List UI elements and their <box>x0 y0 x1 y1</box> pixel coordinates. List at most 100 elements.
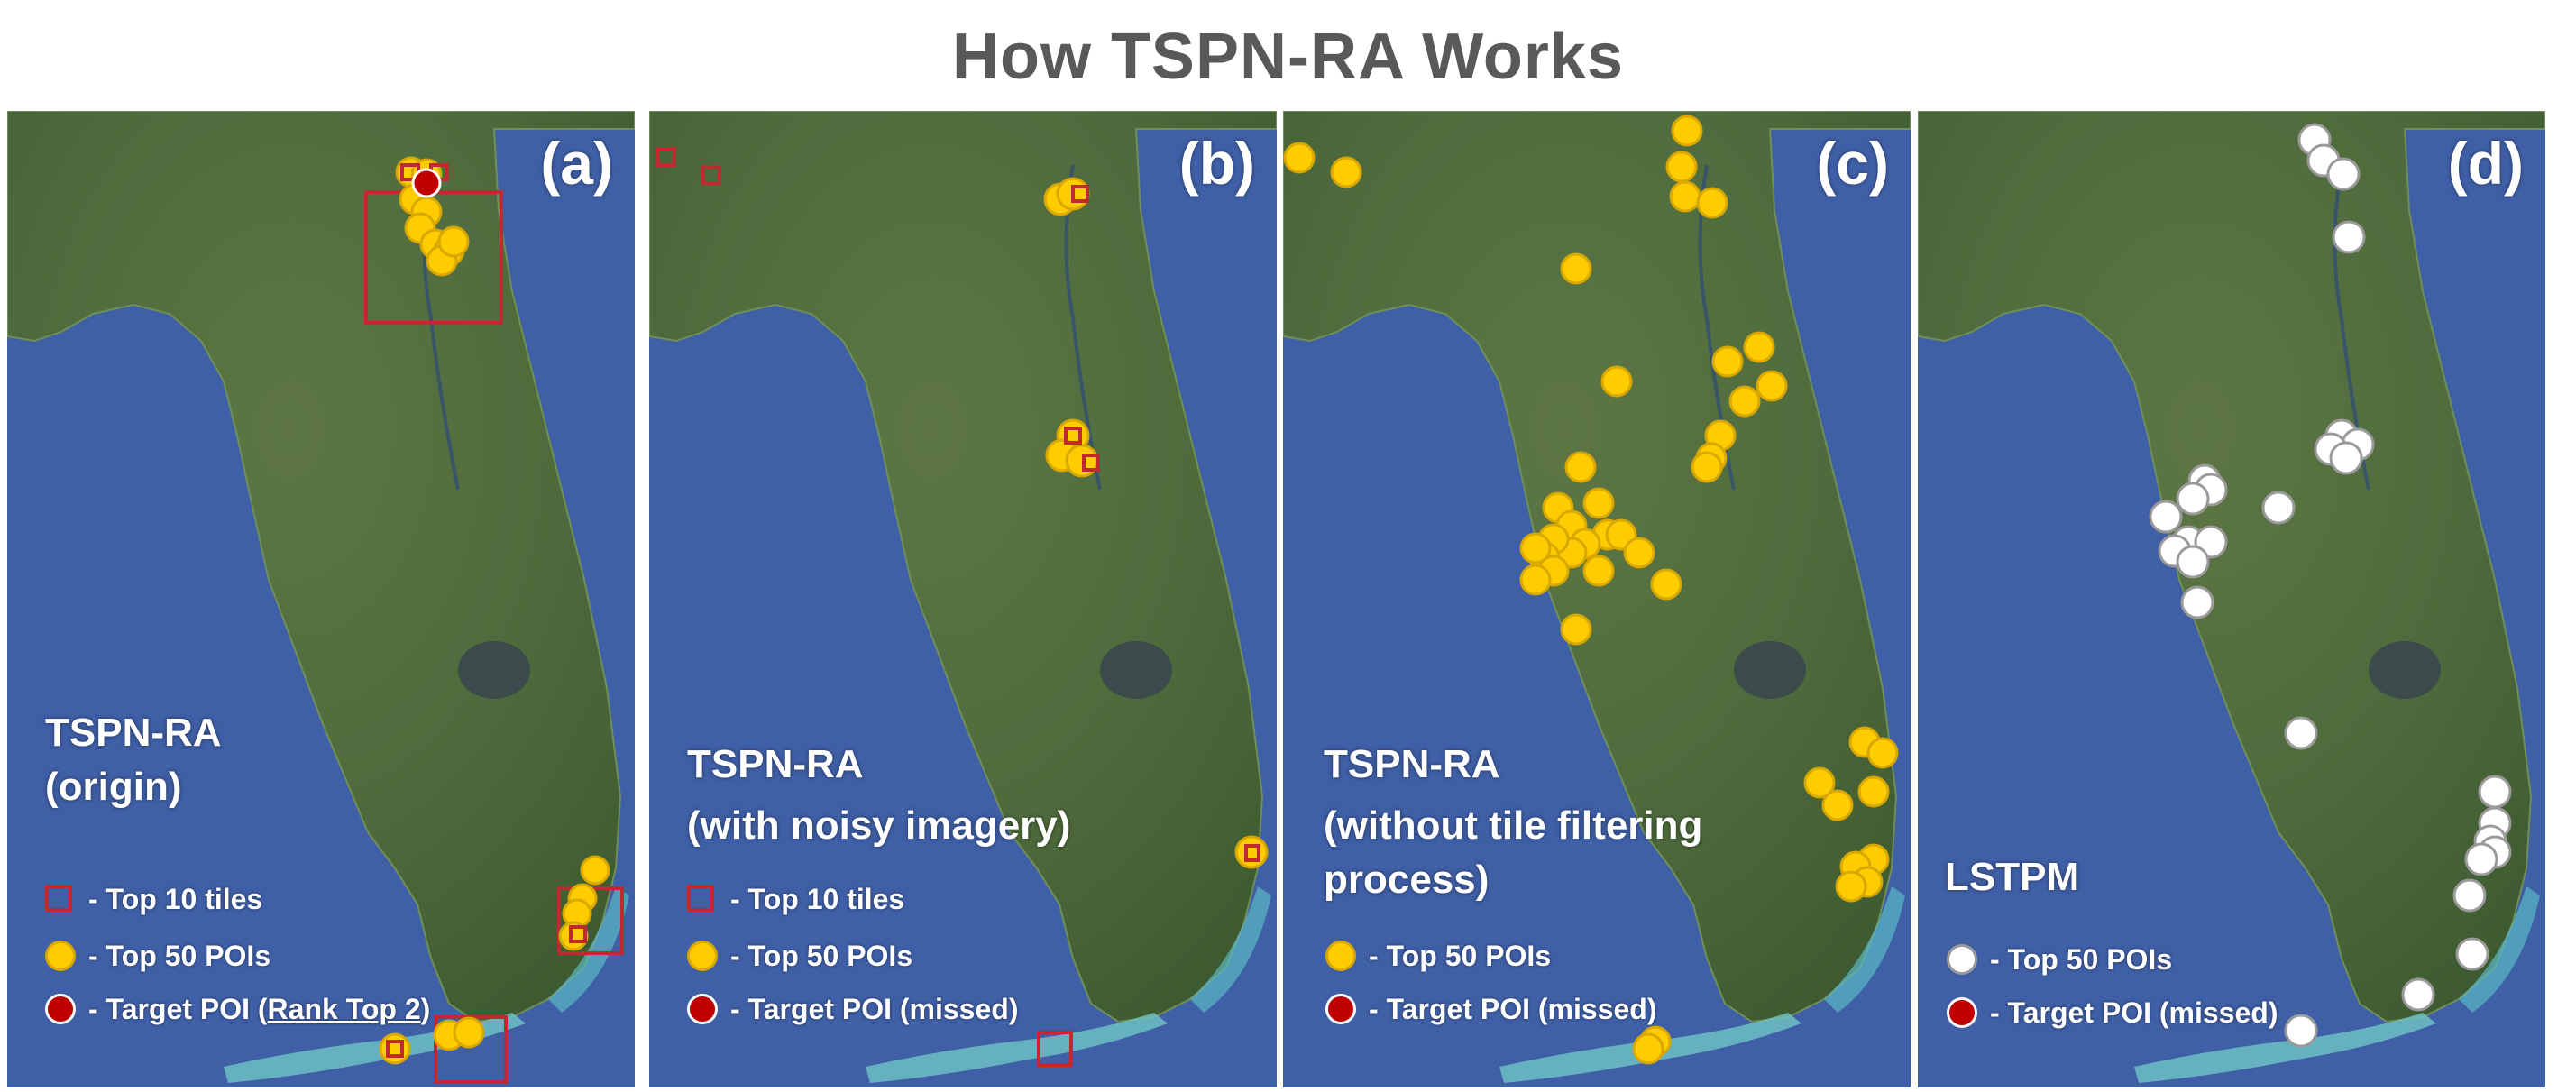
method-line-1: TSPN-RA <box>687 742 864 786</box>
lstpm-poi-marker[interactable] <box>2176 545 2210 579</box>
top-poi-marker[interactable] <box>1623 537 1655 569</box>
top-tile-box[interactable] <box>1082 454 1100 472</box>
top-poi-marker[interactable] <box>1519 532 1552 564</box>
lstpm-poi-marker[interactable] <box>2284 716 2318 750</box>
lstpm-poi-marker[interactable] <box>2176 482 2210 516</box>
legend-tiles: - Top 10 tiles <box>685 878 904 920</box>
lstpm-poi-marker[interactable] <box>2284 1014 2318 1048</box>
method-line-3: process) <box>1324 858 1490 902</box>
top-tile-box[interactable] <box>1064 427 1082 445</box>
florida-keys <box>866 1013 1168 1083</box>
top-poi-marker[interactable] <box>1691 451 1723 483</box>
method-line-1: LSTPM <box>1945 855 2080 899</box>
reef-shallows <box>2459 886 2540 1013</box>
top-poi-marker[interactable] <box>1857 775 1890 808</box>
top-poi-marker[interactable] <box>1560 613 1592 646</box>
reef-shallows <box>1824 886 1905 1013</box>
method-line-1: TSPN-RA <box>1324 742 1500 786</box>
map-panel-a[interactable]: (a) TSPN-RA (origin) - Top 10 tiles - To… <box>7 111 635 1087</box>
top-poi-marker[interactable] <box>379 1032 411 1065</box>
top-poi-marker[interactable] <box>1669 180 1701 213</box>
top-poi-marker[interactable] <box>1564 451 1597 483</box>
panel-label: (d) <box>2447 130 2524 197</box>
red-target-icon <box>685 991 721 1027</box>
lstpm-poi-marker[interactable] <box>2326 157 2361 191</box>
lstpm-poi-marker[interactable] <box>2452 878 2487 913</box>
red-target-icon <box>43 991 79 1027</box>
map-panel-b[interactable]: (b) TSPN-RA (with noisy imagery) - Top 1… <box>649 111 1277 1087</box>
method-name: LSTPM <box>1945 850 2079 904</box>
top-poi-marker[interactable] <box>1671 115 1703 147</box>
legend-target: - Target POI (missed) <box>685 988 1018 1030</box>
top-poi-marker[interactable] <box>1821 789 1854 821</box>
lstpm-poi-marker[interactable] <box>2329 441 2363 475</box>
tile-box-icon <box>43 881 79 917</box>
florida-landmass <box>649 111 1277 1023</box>
lake-okeechobee <box>458 641 530 699</box>
reef-shallows <box>548 886 629 1013</box>
lstpm-poi-marker[interactable] <box>2464 842 2498 876</box>
target-poi-marker[interactable] <box>411 168 442 198</box>
top-tile-box[interactable] <box>656 147 676 167</box>
yellow-poi-icon <box>1324 938 1360 974</box>
legend-pois: - Top 50 POIs <box>43 935 270 977</box>
red-target-icon <box>1324 991 1360 1027</box>
top-poi-marker[interactable] <box>1866 737 1899 769</box>
top-poi-marker[interactable] <box>1650 568 1682 601</box>
top-poi-marker[interactable] <box>1711 345 1744 378</box>
top-tile-box[interactable] <box>386 1040 404 1058</box>
florida-satellite-map <box>7 111 635 1087</box>
top-tile-box[interactable] <box>1071 185 1089 203</box>
top-poi-marker[interactable] <box>1632 1032 1664 1065</box>
map-panel-c[interactable]: (c) TSPN-RA (without tile filtering proc… <box>1283 111 1911 1087</box>
top-poi-marker[interactable] <box>453 1016 485 1049</box>
top-poi-marker[interactable] <box>1665 151 1698 183</box>
panel-label: (b) <box>1178 130 1255 197</box>
top-poi-marker[interactable] <box>1519 564 1552 596</box>
method-line-2: (without tile filtering <box>1324 803 1703 848</box>
top-poi-marker[interactable] <box>437 225 470 258</box>
lstpm-poi-marker[interactable] <box>2478 775 2512 809</box>
method-name: TSPN-RA (origin) <box>45 706 222 814</box>
top-poi-marker[interactable] <box>1835 870 1867 903</box>
top-poi-marker[interactable] <box>1560 252 1592 285</box>
lstpm-poi-marker[interactable] <box>2149 500 2183 534</box>
top-tile-box[interactable] <box>701 165 721 185</box>
method-name: TSPN-RA (with noisy imagery) <box>687 738 1070 853</box>
top-poi-marker[interactable] <box>1582 487 1615 519</box>
top-poi-marker[interactable] <box>1756 370 1788 402</box>
lstpm-poi-marker[interactable] <box>2180 585 2214 619</box>
top-tile-box[interactable] <box>1244 844 1260 862</box>
legend-pois: - Top 50 POIs <box>1324 935 1551 977</box>
top-poi-marker[interactable] <box>1803 766 1836 799</box>
top-poi-marker[interactable] <box>1283 142 1316 174</box>
lake-okeechobee <box>1100 641 1172 699</box>
top-poi-marker[interactable] <box>1600 365 1633 398</box>
top-poi-marker[interactable] <box>1728 385 1761 418</box>
top-poi-marker[interactable] <box>1696 187 1728 219</box>
method-line-1: TSPN-RA <box>45 711 222 755</box>
legend-pois: - Top 50 POIs <box>685 935 912 977</box>
figure-title: How TSPN-RA Works <box>951 21 1625 93</box>
florida-satellite-map <box>1283 111 1911 1087</box>
legend-target: - Target POI (missed) <box>1945 992 2278 1033</box>
lstpm-poi-marker[interactable] <box>2455 937 2489 971</box>
top-tile-box[interactable] <box>1037 1031 1073 1067</box>
lstpm-poi-marker[interactable] <box>2401 977 2435 1012</box>
method-line-2: (with noisy imagery) <box>687 803 1071 848</box>
top-poi-marker[interactable] <box>1743 331 1775 363</box>
reef-shallows <box>1190 886 1271 1013</box>
map-panel-d[interactable]: (d) LSTPM - Top 50 POIs - Target POI (mi… <box>1918 111 2545 1087</box>
top-poi-marker[interactable] <box>1330 156 1362 188</box>
florida-keys <box>2134 1013 2436 1083</box>
top-poi-marker[interactable] <box>580 855 610 886</box>
tile-box-icon <box>685 881 721 917</box>
top-poi-marker[interactable] <box>1582 555 1615 587</box>
top-tile-box[interactable] <box>569 925 587 943</box>
lstpm-poi-marker[interactable] <box>2332 220 2366 254</box>
red-target-icon <box>1945 995 1981 1031</box>
legend-tiles: - Top 10 tiles <box>43 878 262 920</box>
lake-okeechobee <box>2369 641 2441 699</box>
top-poi-marker[interactable] <box>1234 835 1269 869</box>
lstpm-poi-marker[interactable] <box>2261 491 2296 525</box>
